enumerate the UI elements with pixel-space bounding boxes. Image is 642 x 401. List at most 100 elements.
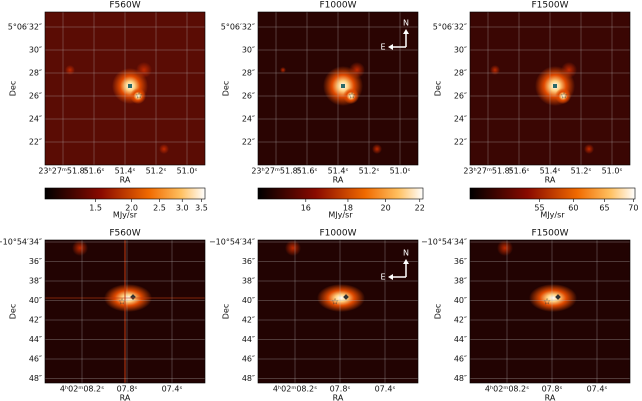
x-axis-label: RA [545, 394, 556, 401]
x-tick-label: 23ʰ27ᵐ51.8ˢ [463, 167, 512, 176]
x-tick-label: 51.0ˢ [177, 167, 198, 176]
x-tick-label: 51.4ˢ [328, 167, 349, 176]
image-frame [44, 11, 206, 166]
x-tick-label: 07.8ˢ [330, 385, 351, 394]
y-tick-label: 22″ [454, 138, 467, 147]
y-tick-label: 44″ [454, 335, 467, 344]
blob [72, 240, 88, 256]
x-tick-label: 07.4ˢ [587, 385, 608, 394]
star-marker: ☆ [543, 298, 551, 308]
colorbar-tick-label: 20 [381, 204, 391, 213]
compass-east: E [380, 273, 385, 282]
star-marker: ☆ [331, 298, 339, 308]
y-tick-label: 44″ [29, 335, 42, 344]
y-tick-label: 5°06′32″ [433, 23, 467, 32]
panel-title: F1000W [320, 1, 357, 11]
x-tick-label: 51.4ˢ [115, 167, 136, 176]
compass-head [388, 274, 393, 280]
x-tick-label: 51.4ˢ [540, 167, 561, 176]
x-tick-label: 51.2ˢ [146, 167, 167, 176]
blob [497, 240, 513, 256]
colorbar [469, 187, 636, 200]
compass-head [403, 259, 409, 264]
y-tick-label: 40″ [242, 296, 255, 305]
blob [159, 144, 169, 154]
y-tick-label: 22″ [242, 138, 255, 147]
source-marker [343, 294, 349, 300]
image-frame [257, 11, 419, 166]
y-tick-label: 42″ [242, 316, 255, 325]
colorbar-tick-label: 2.0 [125, 204, 138, 213]
y-tick-label: 38″ [454, 277, 467, 286]
x-tick-label: 07.4ˢ [162, 385, 183, 394]
y-tick-label: 28″ [242, 69, 255, 78]
compass-head [403, 29, 409, 34]
y-axis-label: Dec [9, 304, 18, 319]
source-glow [529, 284, 577, 312]
blob [280, 67, 286, 73]
x-axis-label: RA [545, 176, 556, 185]
y-tick-label: 24″ [242, 115, 255, 124]
y-tick-label: 40″ [29, 296, 42, 305]
x-tick-label: 07.8ˢ [117, 385, 138, 394]
x-tick-label: 51.0ˢ [602, 167, 623, 176]
colorbar [257, 187, 424, 200]
y-tick-label: 30″ [29, 46, 42, 55]
star-marker: ☆ [348, 92, 356, 102]
y-tick-label: 30″ [454, 46, 467, 55]
panel-title: F1500W [532, 229, 569, 239]
y-tick-label: 48″ [454, 374, 467, 383]
colorbar-tick-label: 60 [568, 204, 578, 213]
y-tick-label: 5°06′32″ [221, 23, 255, 32]
x-tick-label: 51.6ˢ [84, 167, 105, 176]
y-tick-label: 36″ [29, 257, 42, 266]
source-marker [130, 294, 136, 300]
panel-title: F560W [109, 1, 140, 11]
blob [490, 65, 500, 75]
y-tick-label: 26″ [454, 92, 467, 101]
y-tick-label: 30″ [242, 46, 255, 55]
y-tick-label: 48″ [242, 374, 255, 383]
blob [584, 144, 594, 154]
x-axis-label: RA [120, 394, 131, 401]
image-frame [44, 239, 206, 384]
x-axis-label: RA [120, 176, 131, 185]
y-axis-label: Dec [9, 81, 18, 96]
x-tick-label: 07.8ˢ [542, 385, 563, 394]
source-glow [104, 284, 152, 312]
colorbar-tick-label: 16 [301, 204, 311, 213]
y-tick-label: 42″ [454, 316, 467, 325]
y-tick-label: 48″ [29, 374, 42, 383]
colorbar-tick-label: 3.0 [176, 204, 189, 213]
x-tick-label: 51.2ˢ [359, 167, 380, 176]
x-tick-label: 4ʰ02ᵐ08.2ˢ [485, 385, 529, 394]
y-tick-label: 36″ [242, 257, 255, 266]
x-tick-label: 51.6ˢ [509, 167, 530, 176]
y-tick-label: 38″ [29, 277, 42, 286]
panel-title: F560W [109, 229, 140, 239]
source-marker [341, 84, 345, 88]
x-tick-label: 07.4ˢ [375, 385, 396, 394]
x-tick-label: 51.0ˢ [390, 167, 411, 176]
colorbar-tick-label: 3.5 [195, 204, 208, 213]
y-tick-label: 22″ [29, 138, 42, 147]
star-marker: ☆ [118, 298, 126, 308]
y-axis-label: Dec [222, 81, 231, 96]
x-tick-label: 51.2ˢ [571, 167, 592, 176]
colorbar-label: MJy/sr [113, 211, 138, 220]
blob [285, 240, 301, 256]
compass-north: N [403, 19, 409, 28]
y-tick-label: 26″ [242, 92, 255, 101]
colorbar-tick-label: 70 [628, 204, 638, 213]
y-tick-label: 44″ [242, 335, 255, 344]
colorbar-tick-label: 55 [534, 204, 544, 213]
y-tick-label: −10°54′34″ [0, 238, 42, 247]
source-marker [553, 84, 557, 88]
source-glow [317, 284, 365, 312]
colorbar [44, 187, 206, 200]
blob [372, 144, 382, 154]
colorbar-tick-label: 65 [599, 204, 609, 213]
x-tick-label: 4ʰ02ᵐ08.2ˢ [273, 385, 317, 394]
